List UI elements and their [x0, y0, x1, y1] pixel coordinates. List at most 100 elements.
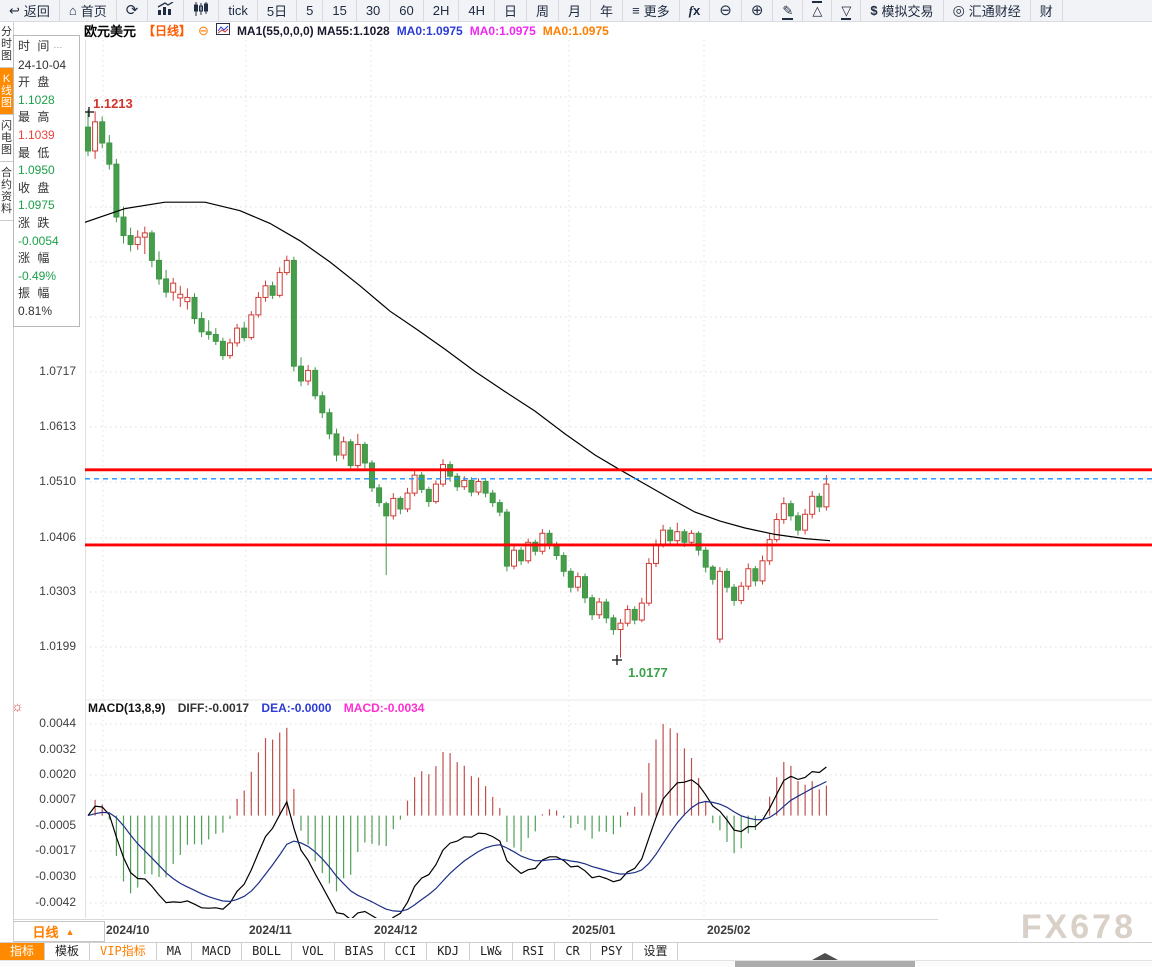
toolbar-item-30[interactable]: 30	[357, 0, 391, 21]
pencil-icon: ✎	[782, 3, 794, 20]
macd-axis-tick: 0.0044	[39, 716, 76, 730]
info-label-1: 开 盘	[18, 75, 52, 90]
price-axis-tick: 1.0510	[39, 474, 76, 488]
symbol-name: 欧元美元	[84, 24, 137, 39]
toolbar-item-5[interactable]: 5	[297, 0, 324, 21]
toolbar-item-zoom-in[interactable]: ⊕	[742, 0, 774, 21]
x-axis-label: 2025/02	[707, 923, 751, 937]
panel-resize-strip	[0, 960, 1152, 967]
info-label-6: 涨 幅	[18, 251, 52, 266]
toolbar-item-back[interactable]: ↩ 返回	[0, 0, 60, 21]
toolbar-item-calendar[interactable]: 财	[1031, 0, 1063, 21]
x-axis-label: 2024/12	[374, 923, 418, 937]
toolbar-item-tri-up[interactable]: △	[803, 0, 833, 21]
price-axis-tick: 1.0406	[39, 530, 76, 544]
watermark: FX678	[1020, 908, 1136, 946]
macd-diff-readout: DIFF:-0.0017	[177, 701, 250, 715]
period-selector-button[interactable]: 日线 ▲	[2, 921, 105, 942]
toolbar-item-week[interactable]: 周	[527, 0, 560, 21]
price-axis-tick: 1.0717	[39, 364, 76, 378]
indicator-tab-KDJ[interactable]: KDJ	[427, 943, 470, 961]
side-tab-0[interactable]: 分时图	[0, 21, 13, 68]
toolbar-item-candlestick[interactable]	[184, 0, 220, 21]
x-axis-label: 2025/01	[572, 923, 616, 937]
info-label-4: 收 盘	[18, 180, 52, 195]
toolbar-item-tri-down[interactable]: ▽	[832, 0, 862, 21]
indicator-tab-VOL[interactable]: VOL	[292, 943, 335, 961]
indicator-tab-RSI[interactable]: RSI	[513, 943, 556, 961]
info-value-2: 1.1039	[18, 127, 55, 142]
price-axis-tick: 1.0303	[39, 584, 76, 598]
info-value-7: 0.81%	[18, 303, 53, 318]
macd-axis-tick: -0.0005	[35, 818, 76, 832]
svg-text:1.0177: 1.0177	[628, 665, 668, 680]
toolbar-item-sim-trade[interactable]: $ 模拟交易	[861, 0, 944, 21]
toolbar-item-day[interactable]: 日	[495, 0, 528, 21]
panel-resize-handle[interactable]	[735, 961, 915, 967]
indicator-tab-设置[interactable]: 设置	[633, 943, 679, 961]
side-tab-2[interactable]: 闪电图	[0, 115, 13, 162]
toolbar-item-bar-chart[interactable]	[148, 0, 185, 21]
info-value-1: 1.1028	[18, 92, 55, 107]
toolbar-item-5d[interactable]: 5日	[258, 0, 298, 21]
toolbar-item-huitong[interactable]: ◎ 汇通财经	[944, 0, 1031, 21]
ma0-blue-readout: MA0:1.0975	[396, 23, 463, 38]
indicator-tab-BOLL[interactable]: BOLL	[242, 943, 292, 961]
ma0-magenta-readout: MA0:1.0975	[469, 23, 536, 38]
home-icon: ⌂	[68, 3, 77, 18]
period-label: 【日线】	[143, 24, 192, 38]
ma0-orange-readout: MA0:1.0975	[542, 23, 609, 38]
info-label-0: 时 间 ⋯	[18, 39, 63, 53]
indicator-tab-VIP指标[interactable]: VIP指标	[90, 943, 157, 961]
indicator-tab-CR[interactable]: CR	[555, 943, 591, 961]
macd-axis-tick: 0.0007	[39, 792, 76, 806]
chart-canvas[interactable]: 1.1213 1.0177	[85, 40, 1152, 918]
macd-settings-icon[interactable]: ☼	[11, 698, 24, 714]
info-value-4: 1.0975	[18, 198, 55, 213]
triangle-down-icon: ▽	[841, 3, 852, 20]
toolbar-item-60[interactable]: 60	[390, 0, 424, 21]
back-arrow-icon: ↩	[9, 3, 20, 18]
toolbar-item-month[interactable]: 月	[559, 0, 592, 21]
indicator-tab-MA[interactable]: MA	[157, 943, 193, 961]
toolbar-item-more[interactable]: ≡ 更多	[623, 0, 680, 21]
svg-text:1.1213: 1.1213	[93, 96, 133, 111]
info-value-5: -0.0054	[18, 233, 59, 248]
side-tab-3[interactable]: 合约资料	[0, 162, 13, 221]
dollar-icon: $	[870, 3, 878, 18]
mini-chart-icon[interactable]	[215, 23, 230, 38]
toolbar-item-15[interactable]: 15	[323, 0, 357, 21]
toolbar-item-draw[interactable]: ✎	[773, 0, 804, 21]
zoom-in-icon: ⊕	[750, 2, 764, 19]
toolbar-item-zoom-out[interactable]: ⊖	[710, 0, 742, 21]
menu-icon: ≡	[632, 3, 640, 18]
toolbar-item-4h[interactable]: 4H	[459, 0, 495, 21]
indicator-tab-MACD[interactable]: MACD	[192, 943, 243, 961]
toolbar-item-refresh[interactable]: ⟳	[117, 0, 149, 21]
refresh-icon: ⟳	[125, 2, 139, 19]
ma1-readout: MA1(55,0,0,0) MA55:1.1028	[236, 23, 390, 38]
indicator-tab-模板[interactable]: 模板	[45, 943, 91, 961]
indicator-tab-LW&[interactable]: LW&	[470, 943, 513, 961]
toolbar-item-home[interactable]: ⌂ 首页	[60, 0, 117, 21]
indicator-tab-CCI[interactable]: CCI	[385, 943, 428, 961]
bar-chart-icon	[157, 1, 174, 19]
toolbar-item-fx[interactable]: fx	[680, 0, 711, 21]
price-axis-tick: 1.0199	[39, 639, 76, 653]
collapse-icon[interactable]: ⊖	[198, 22, 209, 38]
toolbar-item-tick[interactable]: tick	[219, 0, 258, 21]
indicator-tab-PSY[interactable]: PSY	[591, 943, 634, 961]
indicator-tab-BIAS[interactable]: BIAS	[335, 943, 385, 961]
zoom-out-icon: ⊖	[719, 2, 732, 19]
ohlc-info-panel: 时 间 ⋯ 24-10-04 开 盘 1.1028 最 高 1.1039 最 低 1.0950 收…	[13, 35, 80, 327]
info-label-7: 振 幅	[18, 286, 52, 301]
candlestick-icon	[193, 2, 209, 19]
indicator-tab-指标[interactable]: 指标	[0, 943, 46, 961]
macd-axis-tick: 0.0032	[39, 742, 76, 756]
toolbar-item-2h[interactable]: 2H	[424, 0, 460, 21]
toolbar-item-year[interactable]: 年	[591, 0, 624, 21]
macd-dea-readout: DEA:-0.0000	[261, 701, 332, 715]
